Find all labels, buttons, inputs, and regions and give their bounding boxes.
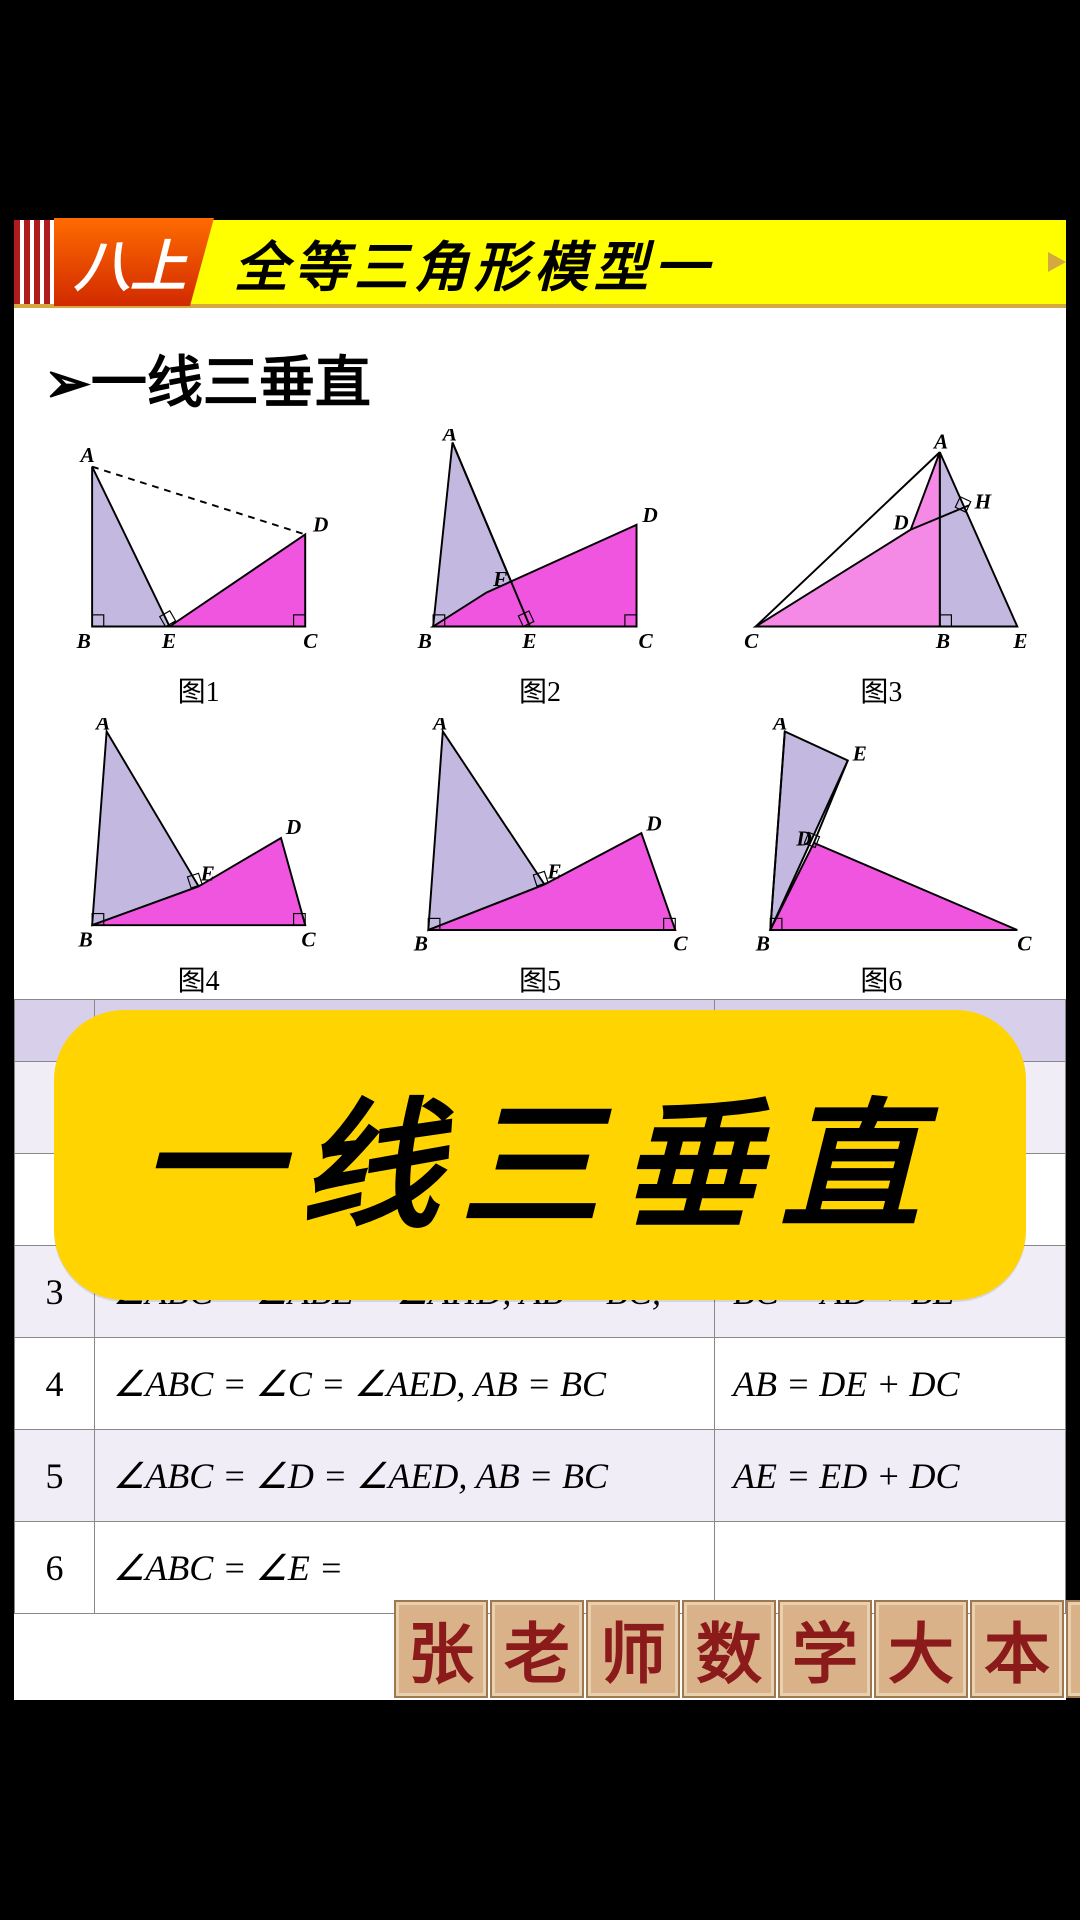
diagram-2: A B E C D F 图2 [375, 429, 704, 710]
svg-text:D: D [646, 811, 662, 835]
svg-text:D: D [312, 513, 328, 537]
watermark: 张 老 师 数 学 大 本 营 [394, 1600, 1080, 1698]
wm-char: 本 [970, 1600, 1064, 1698]
svg-text:E: E [1012, 629, 1027, 653]
content-page: 八上 全等三角形模型一 ➢一线三垂直 A B E C D 图1 [14, 220, 1066, 1700]
svg-text:D: D [892, 511, 908, 535]
svg-text:C: C [674, 931, 689, 955]
svg-text:F: F [492, 567, 507, 591]
svg-text:A: A [94, 718, 110, 735]
section-subtitle: ➢一线三垂直 [14, 308, 1066, 429]
svg-text:A: A [431, 718, 447, 735]
svg-text:E: E [547, 860, 562, 884]
diagram-1: A B E C D 图1 [34, 429, 363, 710]
table-row: 4 ∠ABC = ∠C = ∠AED, AB = BC AB = DE + DC [15, 1338, 1066, 1430]
diagram-6: A B C D E 图6 [717, 718, 1046, 999]
svg-text:E: E [161, 629, 176, 653]
wm-char: 师 [586, 1600, 680, 1698]
diagram-caption: 图4 [34, 959, 363, 999]
banner-title: 全等三角形模型一 [234, 223, 714, 302]
row-num: 5 [15, 1430, 95, 1522]
red-stripes-decor [14, 220, 54, 304]
svg-text:C: C [301, 927, 316, 951]
header-banner: 八上 全等三角形模型一 [14, 220, 1066, 308]
svg-text:E: E [851, 742, 866, 766]
svg-text:B: B [78, 927, 93, 951]
svg-text:B: B [935, 629, 950, 653]
svg-text:C: C [639, 629, 654, 653]
svg-text:B: B [413, 931, 428, 955]
diagram-caption: 图6 [717, 959, 1046, 999]
wm-char: 大 [874, 1600, 968, 1698]
svg-text:A: A [441, 429, 457, 446]
wm-char: 营 [1066, 1600, 1080, 1698]
svg-text:D: D [285, 815, 301, 839]
svg-text:H: H [973, 489, 992, 513]
svg-text:D: D [795, 827, 811, 851]
row-num: 6 [15, 1522, 95, 1614]
diagram-caption: 图5 [375, 959, 704, 999]
wm-char: 老 [490, 1600, 584, 1698]
svg-text:B: B [76, 629, 91, 653]
grade-tag: 八上 [54, 218, 214, 306]
wm-char: 学 [778, 1600, 872, 1698]
svg-text:A: A [771, 718, 787, 735]
row-cond: ∠ABC = ∠D = ∠AED, AB = BC [95, 1430, 715, 1522]
diagram-5: A B C D E 图5 [375, 718, 704, 999]
diagram-caption: 图1 [34, 670, 363, 710]
row-cond: ∠ABC = ∠C = ∠AED, AB = BC [95, 1338, 715, 1430]
row-res: AB = DE + DC [715, 1338, 1066, 1430]
diagram-grid: A B E C D 图1 A B E C D F [14, 429, 1066, 999]
row-res: AE = ED + DC [715, 1430, 1066, 1522]
wm-char: 张 [394, 1600, 488, 1698]
svg-text:D: D [642, 503, 658, 527]
svg-text:B: B [754, 931, 769, 955]
svg-text:A: A [78, 443, 94, 467]
diagram-3: A B C E D H 图3 [717, 429, 1046, 710]
table-row: 5 ∠ABC = ∠D = ∠AED, AB = BC AE = ED + DC [15, 1430, 1066, 1522]
svg-text:B: B [417, 629, 432, 653]
svg-text:E: E [522, 629, 537, 653]
diagram-4: A B C D E 图4 [34, 718, 363, 999]
svg-text:C: C [1017, 931, 1032, 955]
title-bubble: 一线三垂直 [54, 1010, 1026, 1300]
arrow-decor [1048, 252, 1066, 272]
row-num: 4 [15, 1338, 95, 1430]
wm-char: 数 [682, 1600, 776, 1698]
svg-text:E: E [200, 862, 215, 886]
svg-text:C: C [744, 629, 759, 653]
diagram-caption: 图2 [375, 670, 704, 710]
svg-text:A: A [932, 429, 948, 453]
diagram-caption: 图3 [717, 670, 1046, 710]
svg-text:C: C [303, 629, 318, 653]
